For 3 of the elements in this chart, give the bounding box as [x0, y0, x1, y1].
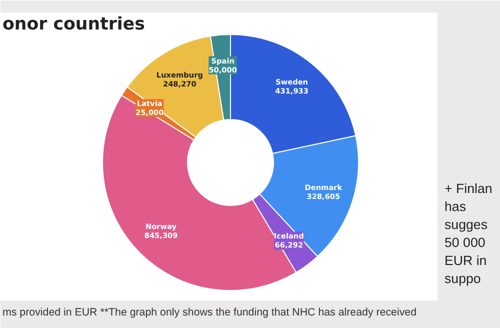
- chart-title: onor countries: [2, 14, 145, 34]
- text: ms provided in EUR **The graph only shows the funding that NHC has already received: [2, 306, 417, 318]
- text: + Finlan has sugges 50 000 EUR in suppo: [444, 181, 492, 286]
